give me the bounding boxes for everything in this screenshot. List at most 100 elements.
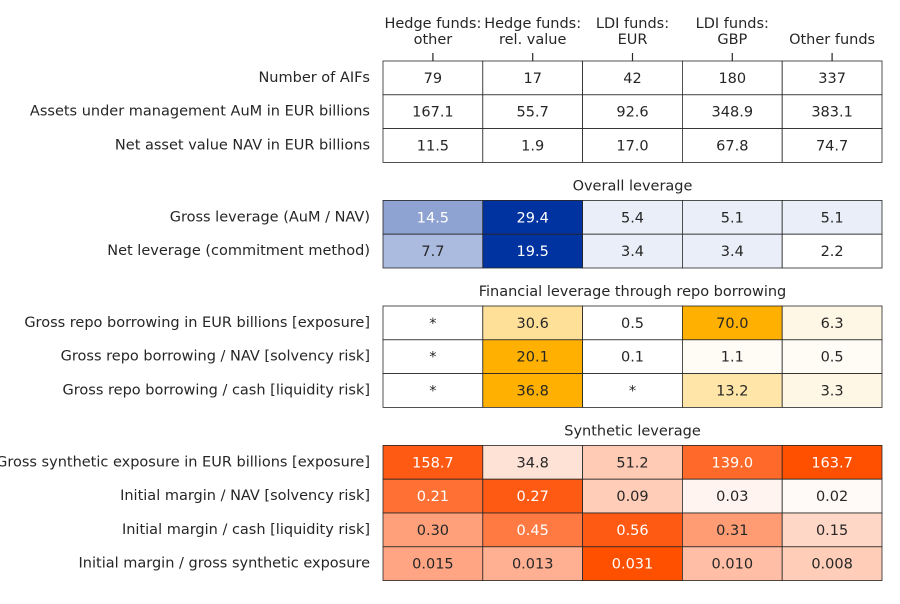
row-label: Net leverage (commitment method)	[107, 243, 370, 259]
cell-value: *	[429, 316, 436, 332]
cell-value: 2.2	[821, 244, 844, 260]
cell-value: 11.5	[417, 139, 449, 155]
cell-value: 348.9	[712, 105, 754, 121]
cell-value: 0.5	[621, 316, 644, 332]
cell	[582, 478, 683, 514]
cell	[582, 444, 683, 480]
cell	[382, 94, 484, 130]
cell-value: 14.5	[417, 210, 449, 226]
cell-value: 3.4	[621, 244, 644, 260]
cell	[781, 546, 883, 581]
cell-value: 383.1	[811, 105, 853, 121]
cell	[482, 478, 583, 514]
cell-value: 3.4	[721, 244, 744, 260]
cell-value: 0.27	[517, 489, 549, 505]
row-label: Initial margin / gross synthetic exposur…	[79, 556, 371, 572]
cell-value: 5.4	[621, 210, 644, 226]
cell	[781, 478, 883, 514]
cell	[582, 128, 683, 163]
cell-value: 0.02	[816, 489, 848, 505]
cell-value: 0.56	[616, 523, 648, 539]
cell-value: 0.15	[816, 523, 848, 539]
column-header: Hedge funds:	[484, 16, 581, 32]
row-label: Assets under management AuM in EUR billi…	[30, 104, 370, 120]
cell-value: *	[629, 384, 636, 400]
cell	[582, 233, 683, 269]
cell	[781, 444, 883, 480]
cell-value: 1.1	[721, 350, 744, 366]
cell-value: 36.8	[517, 384, 549, 400]
cell	[582, 199, 683, 235]
cell-value: 6.3	[821, 316, 844, 332]
column-header: Hedge funds:	[384, 16, 481, 32]
cell	[682, 339, 783, 374]
cell-value: *	[429, 350, 436, 366]
cell-value: 30.6	[517, 316, 549, 332]
cell	[482, 199, 583, 235]
cell-value: 0.21	[417, 489, 449, 505]
cell	[382, 199, 484, 235]
cell	[582, 373, 683, 408]
cell	[482, 444, 583, 480]
cell	[781, 199, 883, 235]
cell-value: 1.9	[521, 139, 544, 155]
column-header: LDI funds:	[596, 16, 669, 32]
cell-value: 0.09	[616, 489, 648, 505]
cell-value: 70.0	[716, 316, 748, 332]
row-label: Net asset value NAV in EUR billions	[115, 138, 370, 154]
cell-value: 5.1	[721, 210, 744, 226]
cell-value: 167.1	[412, 105, 454, 121]
row-label: Gross leverage (AuM / NAV)	[170, 209, 370, 225]
cell-value: 17	[523, 71, 541, 87]
cell-value: 158.7	[412, 455, 454, 471]
cell	[781, 305, 883, 341]
cell-value: 17.0	[616, 139, 648, 155]
cell	[781, 339, 883, 374]
cell	[682, 478, 783, 514]
column-header: Other funds	[789, 32, 875, 48]
cell-value: 0.5	[821, 350, 844, 366]
cell-value: 3.3	[821, 384, 844, 400]
cell-value: 0.30	[417, 523, 449, 539]
cell-value: 337	[818, 71, 846, 87]
column-header: GBP	[717, 32, 747, 48]
cell-value: 79	[424, 71, 442, 87]
row-label: Gross repo borrowing / cash [liquidity r…	[63, 383, 370, 399]
cell	[682, 199, 783, 235]
cell-value: 0.015	[412, 557, 454, 573]
section-title: Synthetic leverage	[564, 423, 701, 439]
cell-value: 92.6	[616, 105, 648, 121]
cell	[781, 60, 883, 96]
cell-value: 163.7	[811, 455, 853, 471]
cell	[482, 94, 583, 130]
cell-value: 0.03	[716, 489, 748, 505]
cell-value: 55.7	[517, 105, 549, 121]
cell	[682, 373, 783, 408]
cell	[682, 94, 783, 130]
cell-value: 19.5	[517, 244, 549, 260]
cell	[582, 546, 683, 581]
cell-value: 0.008	[811, 557, 853, 573]
cell	[781, 233, 883, 269]
cell-value: 0.31	[716, 523, 748, 539]
cell-value: 7.7	[421, 244, 444, 260]
cell	[382, 128, 484, 163]
cell-value: 67.8	[716, 139, 748, 155]
column-header: rel. value	[499, 32, 566, 48]
cell-value: *	[429, 384, 436, 400]
row-label: Gross repo borrowing / NAV [solvency ris…	[61, 349, 370, 365]
cell-value: 13.2	[716, 384, 748, 400]
cell	[382, 305, 484, 341]
cell	[781, 94, 883, 130]
cell	[382, 233, 484, 269]
cell-value: 42	[623, 71, 641, 87]
cell	[682, 512, 783, 548]
cell-value: 5.1	[821, 210, 844, 226]
cell	[682, 444, 783, 480]
cell	[382, 60, 484, 96]
cell	[582, 512, 683, 548]
cell-value: 0.010	[712, 557, 754, 573]
cell-value: 0.031	[612, 557, 654, 573]
cell-value: 0.013	[512, 557, 554, 573]
